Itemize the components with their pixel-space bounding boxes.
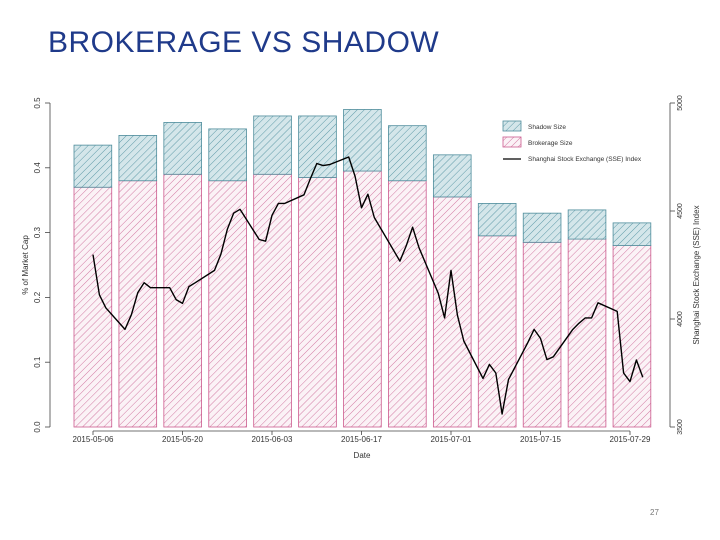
brokerage-bar xyxy=(343,170,382,428)
brokerage-bar xyxy=(118,180,158,428)
y2-tick-label: 4000 xyxy=(677,311,684,327)
x-tick-label: 2015-05-06 xyxy=(73,435,114,444)
brokerage-bar xyxy=(163,173,202,428)
y-tick-label: 0.2 xyxy=(33,291,42,303)
x-tick-label: 2015-07-15 xyxy=(520,435,561,444)
x-tick-label: 2015-06-17 xyxy=(341,435,382,444)
y-tick-label: 0.0 xyxy=(33,421,42,433)
y-tick-label: 0.4 xyxy=(33,162,42,174)
legend-label: Shanghai Stock Exchange (SSE) Index xyxy=(528,156,642,163)
y-tick-label: 0.1 xyxy=(33,356,42,368)
x-axis-label: Date xyxy=(354,451,371,460)
legend-swatch-brokerage xyxy=(502,136,522,148)
page-number: 27 xyxy=(650,508,659,517)
y2-axis-label: Shanghai Stock Exchange (SSE) Index xyxy=(692,205,701,344)
brokerage-bar xyxy=(567,238,607,428)
brokerage-bar xyxy=(522,241,562,428)
slide-title: BROKERAGE VS SHADOW xyxy=(48,26,440,59)
x-tick-label: 2015-07-01 xyxy=(431,435,472,444)
y2-tick-label: 4500 xyxy=(677,203,684,219)
brokerage-bar xyxy=(298,177,337,428)
y-tick-label: 0.5 xyxy=(33,97,42,109)
brokerage-bar xyxy=(612,245,652,428)
shadow-bar xyxy=(477,203,517,237)
shadow-bar xyxy=(118,134,158,182)
legend-swatch-shadow xyxy=(502,120,522,132)
sse-index-line xyxy=(92,156,644,415)
shadow-bar xyxy=(388,125,427,182)
shadow-bar xyxy=(208,128,247,182)
shadow-bar xyxy=(298,115,337,178)
y-tick-label: 0.3 xyxy=(33,226,42,238)
brokerage-bar xyxy=(432,196,472,428)
shadow-bar xyxy=(343,109,382,172)
shadow-bar xyxy=(253,115,292,175)
legend-label: Shadow Size xyxy=(528,124,566,131)
shadow-bar xyxy=(522,212,562,243)
shadow-bar xyxy=(73,144,113,188)
brokerage-bar xyxy=(477,235,517,428)
brokerage-bar xyxy=(388,180,427,428)
y2-tick-label: 5000 xyxy=(677,95,684,111)
shadow-bar xyxy=(567,209,607,240)
shadow-bar xyxy=(432,154,472,198)
x-tick-label: 2015-05-20 xyxy=(162,435,203,444)
plot-area: 0.0 0.1 0.2 0.3 0.4 0.5 % of Market Cap 3500 400… xyxy=(21,95,701,460)
brokerage-bar xyxy=(253,173,292,428)
x-tick-label: 2015-06-03 xyxy=(252,435,293,444)
shadow-bar xyxy=(163,122,202,175)
y2-tick-label: 3500 xyxy=(677,419,684,435)
legend-label: Brokerage Size xyxy=(528,140,573,147)
x-tick-label: 2015-07-29 xyxy=(610,435,651,444)
shadow-bar xyxy=(612,222,652,246)
y-axis-label: % of Market Cap xyxy=(21,235,30,295)
brokerage-bar xyxy=(208,180,247,428)
